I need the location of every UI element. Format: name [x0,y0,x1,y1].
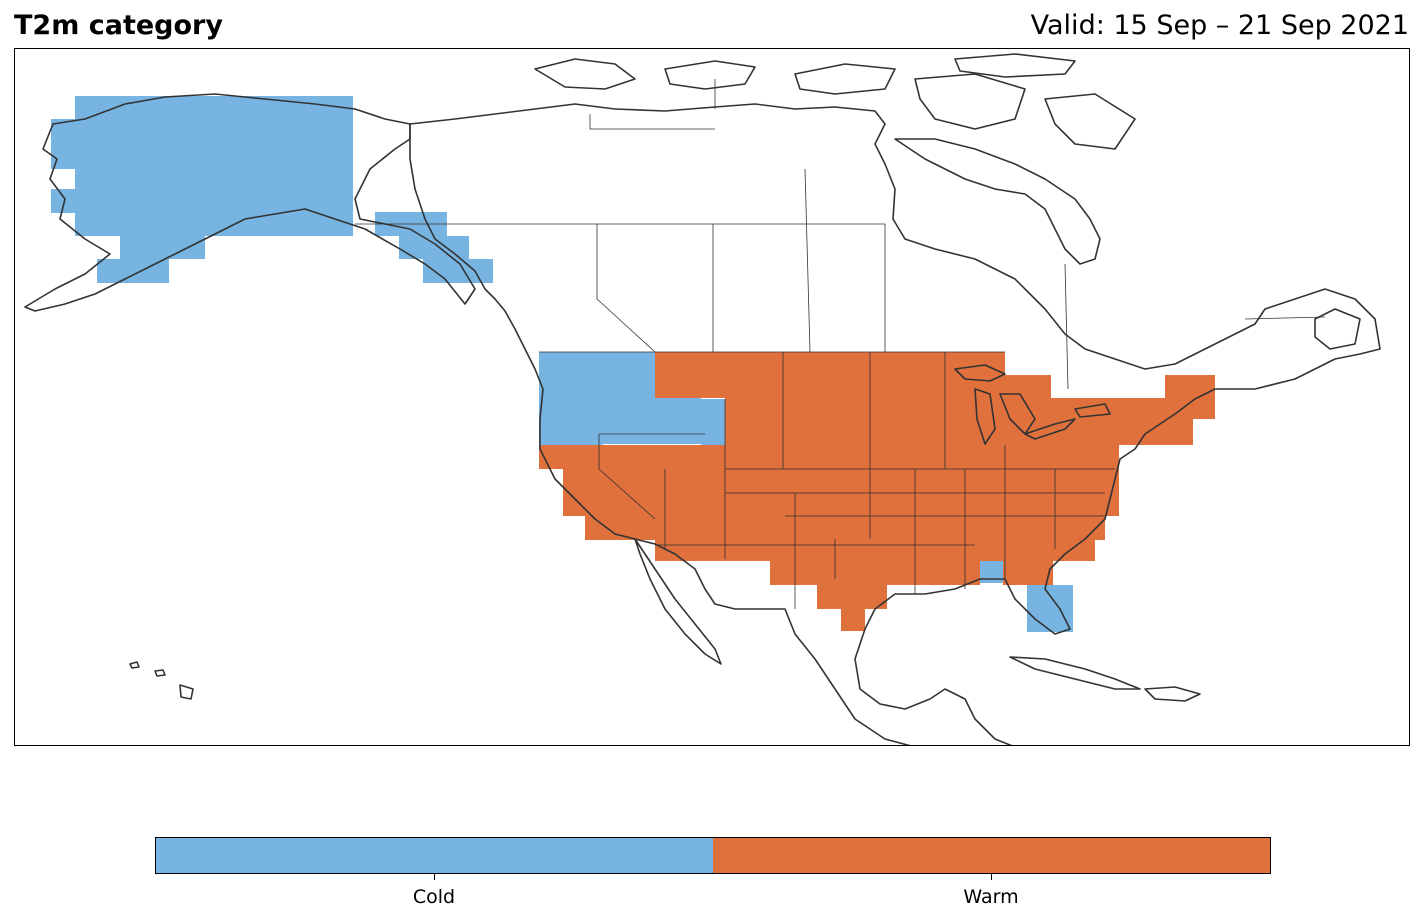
valid-date-range: Valid: 15 Sep – 21 Sep 2021 [1030,10,1409,41]
colorbar-cold-segment [156,838,713,873]
colorbar-tick-warm [991,874,992,880]
colorbar [155,837,1271,874]
coastlines [24,53,1381,745]
map-panel [14,48,1410,746]
warm-areas [539,352,1215,631]
colorbar-label-warm: Warm [963,886,1019,908]
title-left: T2m category [14,10,223,41]
borders [355,79,1326,609]
map-canvas [24,53,1381,745]
colorbar-warm-segment [713,838,1270,873]
colorbar-label-cold: Cold [412,886,456,908]
colorbar-tick-cold [434,874,435,880]
